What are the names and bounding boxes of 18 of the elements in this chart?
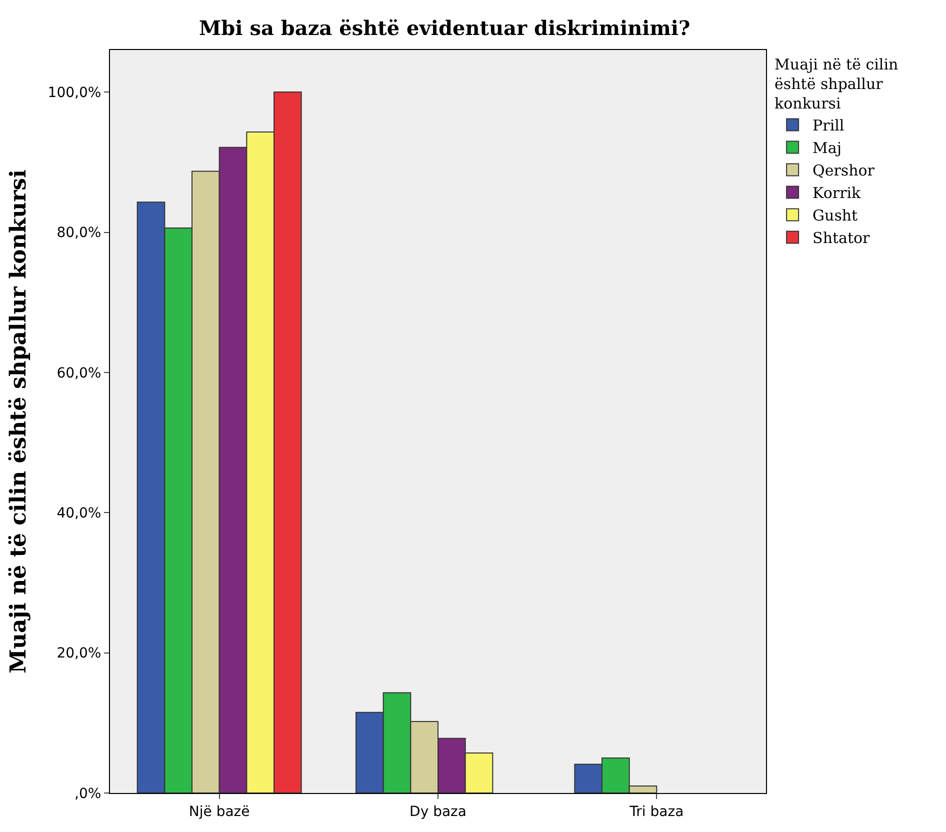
legend-label: Korrik [812,184,862,202]
y-tick-label: 60,0% [56,365,102,382]
y-tick-label: 20,0% [56,646,102,662]
y-tick-label: ,0% [74,786,102,802]
chart-title: Mbi sa baza është evidentuar diskriminimi? [199,16,690,40]
x-tick-label: Një bazë [188,804,250,820]
y-axis-title: Muaji në të cilin është shpallur konkursi [6,170,32,674]
x-tick-label: Tri baza [628,804,684,820]
legend-label: Prill [812,116,844,135]
y-tick-label: 80,0% [56,225,102,242]
legend-label: Qershor [812,162,876,180]
legend-label: Shtator [812,229,871,248]
legend-label: Maj [812,139,842,158]
y-tick-label: 100,0% [48,84,102,101]
legend-title: Muaji në të cilin është shpallur konkursi [774,56,899,112]
legend-label: Gusht [812,206,858,225]
y-tick-label: 40,0% [56,506,102,522]
x-tick-label: Dy baza [410,804,466,820]
